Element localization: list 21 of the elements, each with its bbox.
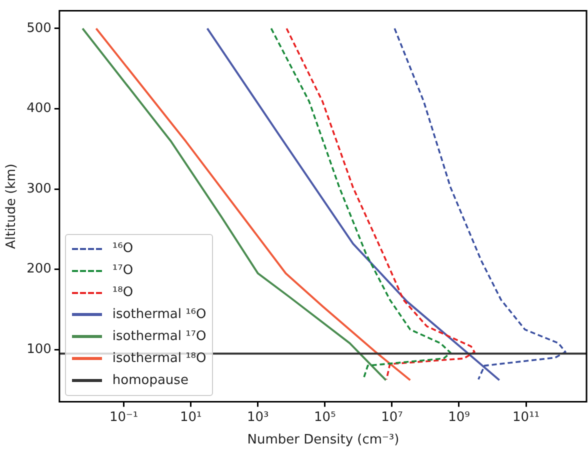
legend-label: ¹⁸O — [112, 285, 134, 300]
y-axis-title: Altitude (km) — [4, 164, 20, 249]
y-tick-label: 300 — [26, 181, 52, 196]
legend-label: ¹⁷O — [112, 263, 134, 278]
x-tick-label: 10³ — [246, 410, 269, 425]
x-tick-label: 10¹¹ — [512, 410, 540, 425]
x-tick-label: 10⁻¹ — [109, 410, 138, 425]
y-tick-label: 500 — [26, 20, 52, 36]
y-tick-label: 200 — [26, 262, 52, 277]
y-tick-label: 100 — [26, 342, 52, 357]
x-tick-label: 10⁹ — [448, 410, 470, 425]
legend-label: homopause — [112, 373, 188, 388]
legend-label: isothermal ¹⁶O — [112, 307, 206, 322]
x-tick-label: 10¹ — [180, 410, 202, 425]
x-axis-title: Number Density (cm⁻³) — [247, 432, 400, 448]
y-tick-label: 400 — [26, 101, 52, 116]
x-tick-label: 10⁷ — [381, 410, 403, 425]
x-tick-label: 10⁵ — [314, 410, 336, 425]
legend-label: isothermal ¹⁷O — [112, 329, 206, 344]
legend-label: isothermal ¹⁸O — [112, 351, 206, 366]
legend-label: ¹⁶O — [112, 241, 134, 256]
